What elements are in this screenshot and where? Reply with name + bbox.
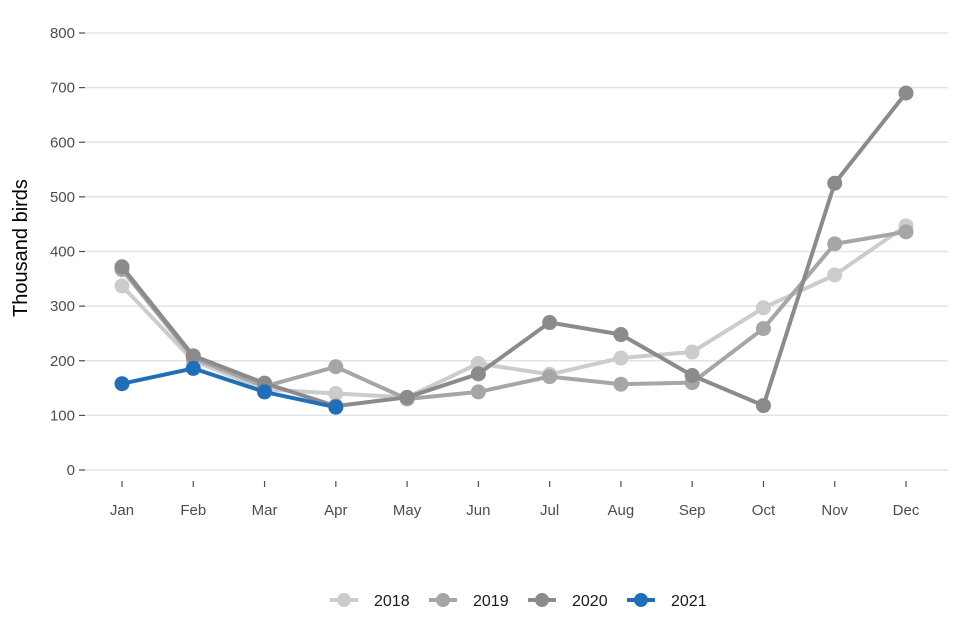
x-axis: Jan Feb Mar Apr May Jun Jul Aug Sep Oct Nov Dec	[110, 481, 920, 519]
data-point	[470, 355, 486, 371]
y-tick-label: 700	[50, 80, 75, 97]
data-point	[114, 259, 130, 275]
y-axis-title: Thousand birds	[10, 179, 32, 317]
legend-marker	[337, 593, 351, 607]
x-tick-label: Apr	[324, 502, 347, 519]
series-line	[120, 229, 908, 401]
legend-label: 2018	[374, 593, 410, 610]
x-tick-label: Mar	[252, 502, 278, 519]
data-point	[898, 224, 914, 240]
y-tick-label: 0	[67, 462, 75, 479]
legend-item-2020: 2020	[528, 593, 608, 610]
data-point	[613, 327, 629, 343]
data-point	[328, 386, 344, 402]
x-tick-label: Jan	[110, 502, 134, 519]
x-tick-label: Sep	[679, 502, 706, 519]
data-point	[827, 236, 843, 252]
y-tick-label: 300	[50, 298, 75, 315]
y-tick-label: 800	[50, 25, 75, 42]
x-tick-label: Aug	[608, 502, 635, 519]
data-point	[114, 278, 130, 294]
data-point	[755, 321, 771, 337]
data-point	[827, 175, 843, 191]
legend-label: 2021	[671, 593, 707, 610]
legend-item-2021: 2021	[627, 593, 707, 610]
legend-marker	[535, 593, 549, 607]
series-line	[120, 223, 908, 400]
y-tick-label: 600	[50, 134, 75, 151]
data-point	[470, 384, 486, 400]
data-point	[257, 384, 273, 400]
series-group	[114, 85, 914, 415]
data-point	[827, 267, 843, 283]
y-tick-label: 100	[50, 407, 75, 424]
data-point	[470, 366, 486, 382]
legend-item-2019: 2019	[429, 593, 509, 610]
data-point	[684, 344, 700, 360]
legend-label: 2020	[572, 593, 608, 610]
data-point	[542, 315, 558, 331]
legend-marker	[436, 593, 450, 607]
data-point	[114, 376, 130, 392]
data-point	[613, 350, 629, 366]
x-tick-label: Jun	[466, 502, 490, 519]
data-point	[755, 300, 771, 316]
data-point	[613, 376, 629, 392]
x-tick-label: Nov	[821, 502, 848, 519]
data-point	[328, 399, 344, 415]
data-point	[185, 348, 201, 364]
series-line	[120, 91, 908, 409]
x-tick-label: Jul	[540, 502, 559, 519]
legend: 2018 2019 2020 2021	[330, 593, 707, 610]
series-line	[120, 366, 338, 410]
x-tick-label: Feb	[180, 502, 206, 519]
y-tick-label: 400	[50, 244, 75, 261]
series-2020	[114, 85, 914, 414]
data-point	[755, 398, 771, 414]
data-point	[185, 360, 201, 376]
y-axis: 0 100 200 300 400 500 600 700 800	[50, 25, 85, 479]
y-tick-label: 200	[50, 353, 75, 370]
legend-item-2018: 2018	[330, 593, 410, 610]
x-tick-label: May	[393, 502, 422, 519]
data-point	[328, 359, 344, 375]
data-point	[898, 85, 914, 101]
x-tick-label: Dec	[893, 502, 920, 519]
y-tick-label: 500	[50, 189, 75, 206]
grid-lines	[85, 32, 948, 471]
data-point	[684, 367, 700, 383]
legend-marker	[634, 593, 648, 607]
data-point	[542, 369, 558, 385]
x-tick-label: Oct	[752, 502, 776, 519]
data-point	[399, 389, 415, 405]
legend-label: 2019	[473, 593, 509, 610]
series-2021	[114, 360, 344, 415]
